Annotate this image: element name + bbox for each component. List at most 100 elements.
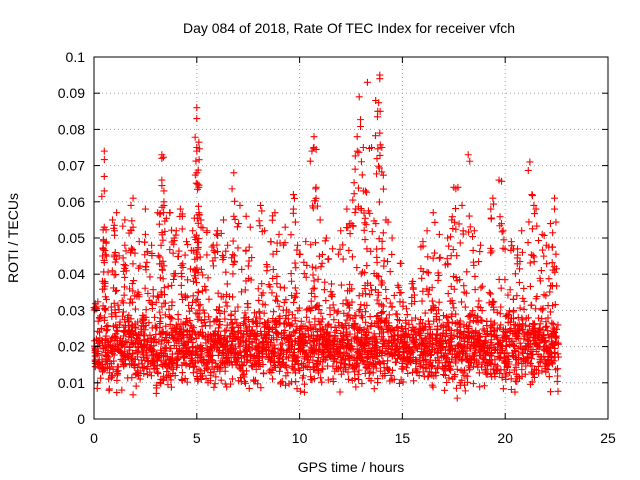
data-point — [255, 217, 263, 225]
data-point — [100, 285, 108, 293]
data-point — [241, 309, 249, 317]
data-point — [357, 205, 365, 213]
data-point — [511, 388, 519, 396]
data-point — [537, 305, 545, 313]
data-point — [408, 316, 416, 324]
data-point — [108, 267, 116, 275]
data-point — [321, 356, 329, 364]
data-point — [117, 335, 125, 343]
data-point — [350, 354, 358, 362]
data-point — [544, 353, 552, 361]
data-point — [374, 379, 382, 387]
data-point — [357, 116, 365, 124]
data-point — [357, 123, 365, 131]
data-point — [399, 348, 407, 356]
data-point — [157, 314, 165, 322]
data-point — [229, 251, 237, 259]
data-point — [249, 353, 257, 361]
data-point — [475, 258, 483, 266]
data-point — [281, 335, 289, 343]
data-point — [456, 239, 464, 247]
data-point — [160, 198, 168, 206]
data-point — [390, 291, 398, 299]
data-point — [148, 252, 156, 260]
data-point — [258, 280, 266, 288]
data-point — [554, 387, 562, 395]
data-point — [438, 363, 446, 371]
data-point — [255, 339, 263, 347]
data-point — [286, 321, 294, 329]
data-point — [405, 355, 413, 363]
data-point — [435, 254, 443, 262]
data-point — [432, 313, 440, 321]
data-point — [396, 337, 404, 345]
data-point — [91, 359, 99, 367]
data-point — [385, 322, 393, 330]
data-point — [375, 198, 383, 206]
data-point — [111, 227, 119, 235]
data-point — [500, 357, 508, 365]
data-point — [526, 259, 534, 267]
data-point — [345, 246, 353, 254]
data-point — [239, 338, 247, 346]
data-point — [215, 306, 223, 314]
data-points — [90, 71, 562, 402]
axes: 0 0.01 0.02 0.03 0.04 0.05 0.06 0.07 0.08 0.09 0.1… — [58, 49, 616, 446]
data-point — [355, 148, 363, 156]
data-point — [320, 286, 328, 294]
data-point — [160, 284, 168, 292]
data-point — [163, 329, 171, 337]
data-point — [153, 368, 161, 376]
data-point — [273, 292, 281, 300]
data-point — [525, 343, 533, 351]
data-point — [340, 309, 348, 317]
data-point — [113, 209, 121, 217]
data-point — [379, 185, 387, 193]
data-point — [471, 339, 479, 347]
data-point — [256, 320, 264, 328]
y-tick-label: 0.08 — [58, 121, 85, 137]
data-point — [328, 293, 336, 301]
data-point — [231, 307, 239, 315]
data-point — [527, 330, 535, 338]
data-point — [553, 282, 561, 290]
y-tick-label: 0.03 — [58, 302, 85, 318]
data-point — [515, 321, 523, 329]
data-point — [124, 374, 132, 382]
data-point — [355, 307, 363, 315]
data-point — [452, 225, 460, 233]
data-point — [255, 308, 263, 316]
data-point — [180, 354, 188, 362]
data-point — [165, 305, 173, 313]
data-point — [324, 376, 332, 384]
data-point — [418, 297, 426, 305]
data-point — [465, 212, 473, 220]
data-point — [317, 374, 325, 382]
data-point — [293, 385, 301, 393]
data-point — [168, 315, 176, 323]
data-point — [132, 382, 140, 390]
data-point — [197, 265, 205, 273]
data-point — [435, 298, 443, 306]
data-point — [177, 281, 185, 289]
data-point — [95, 314, 103, 322]
data-point — [232, 361, 240, 369]
data-point — [215, 303, 223, 311]
data-point — [121, 273, 129, 281]
y-tick-label: 0.07 — [58, 158, 85, 174]
data-point — [506, 326, 514, 334]
data-point — [429, 304, 437, 312]
data-point — [469, 246, 477, 254]
data-point — [372, 220, 380, 228]
data-point — [158, 203, 166, 211]
data-point — [522, 321, 530, 329]
data-point — [273, 272, 281, 280]
data-point — [127, 295, 135, 303]
data-point — [453, 326, 461, 334]
data-point — [201, 309, 209, 317]
data-point — [539, 246, 547, 254]
data-point — [554, 372, 562, 380]
data-point — [345, 340, 353, 348]
data-point — [536, 274, 544, 282]
data-point — [223, 337, 231, 345]
